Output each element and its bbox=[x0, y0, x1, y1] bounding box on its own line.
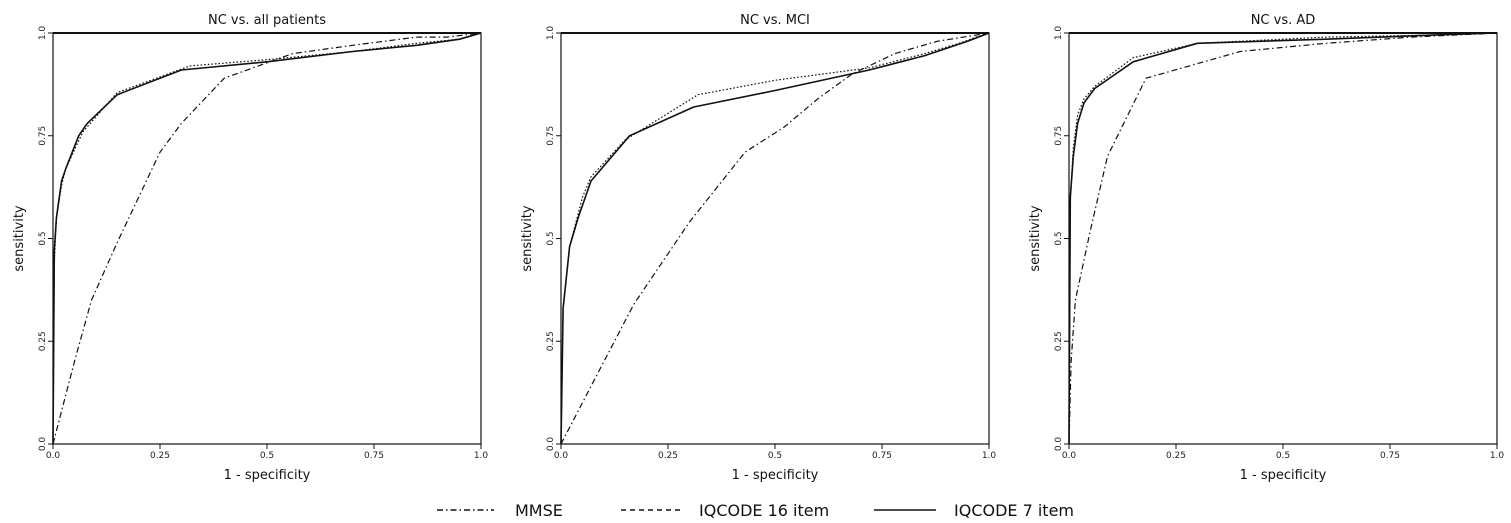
y-tick-label: 0.5 bbox=[1054, 231, 1064, 245]
series-line-mmse bbox=[52, 32, 482, 445]
x-axis-title: 1 - specificity bbox=[732, 468, 819, 483]
series-line-iqcode-16-item bbox=[1068, 32, 1498, 445]
y-tick-label: 0.25 bbox=[546, 331, 556, 351]
x-tick-label: 0.25 bbox=[150, 451, 170, 461]
plot-frame bbox=[560, 32, 990, 445]
panel-title: NC vs. MCI bbox=[740, 13, 810, 28]
x-tick-label: 0.5 bbox=[1276, 451, 1290, 461]
y-axis-title: sensitivity bbox=[12, 205, 27, 272]
y-tick-label: 0.5 bbox=[546, 231, 556, 245]
series-line-iqcode-7-item bbox=[1068, 32, 1498, 445]
plot-frame bbox=[1068, 32, 1498, 445]
y-tick-label: 0.0 bbox=[546, 437, 556, 452]
x-tick-label: 0.5 bbox=[768, 451, 782, 461]
x-tick-label: 0.75 bbox=[872, 451, 892, 461]
legend: MMSE IQCODE 16 item IQCODE 7 item bbox=[437, 501, 1074, 520]
roc-panel-1: NC vs. all patients 0.0 0.25 0.5 0.75 1.0 0.0 0… bbox=[12, 13, 488, 483]
y-tick-label: 0.5 bbox=[38, 231, 48, 245]
y-tick-label: 0.75 bbox=[1054, 126, 1064, 146]
y-tick-label: 0.75 bbox=[38, 126, 48, 146]
series-line-mmse bbox=[1068, 32, 1498, 445]
legend-label-iqcode-7-item: IQCODE 7 item bbox=[954, 501, 1074, 520]
x-axis-title: 1 - specificity bbox=[1240, 468, 1327, 483]
y-tick-label: 0.25 bbox=[1054, 331, 1064, 351]
series-line-mmse bbox=[560, 32, 990, 445]
roc-panel-2: NC vs. MCI 0.0 0.25 0.5 0.75 1.0 0.0 0.25 0.5 0.7… bbox=[520, 13, 996, 483]
y-tick-label: 1.0 bbox=[546, 26, 556, 41]
panel-title: NC vs. AD bbox=[1251, 13, 1316, 28]
x-tick-label: 0.0 bbox=[1062, 451, 1077, 461]
series-line-iqcode-16-item bbox=[52, 32, 482, 445]
x-tick-label: 0.0 bbox=[554, 451, 569, 461]
x-tick-label: 0.25 bbox=[658, 451, 678, 461]
y-tick-label: 0.0 bbox=[1054, 437, 1064, 452]
legend-label-iqcode-16-item: IQCODE 16 item bbox=[699, 501, 829, 520]
x-tick-label: 1.0 bbox=[1490, 451, 1505, 461]
x-tick-label: 0.75 bbox=[1380, 451, 1400, 461]
series-line-iqcode-7-item bbox=[560, 32, 990, 445]
legend-label-mmse: MMSE bbox=[515, 501, 563, 520]
x-tick-label: 0.0 bbox=[46, 451, 61, 461]
y-axis-title: sensitivity bbox=[1028, 205, 1043, 272]
y-tick-label: 0.25 bbox=[38, 331, 48, 351]
x-tick-label: 0.75 bbox=[364, 451, 384, 461]
series-line-iqcode-16-item bbox=[560, 32, 990, 445]
series-line-iqcode-7-item bbox=[52, 32, 482, 445]
y-axis-title: sensitivity bbox=[520, 205, 535, 272]
x-tick-label: 1.0 bbox=[474, 451, 489, 461]
x-axis-title: 1 - specificity bbox=[224, 468, 311, 483]
panel-title: NC vs. all patients bbox=[208, 13, 326, 28]
y-tick-label: 0.75 bbox=[546, 126, 556, 146]
x-tick-label: 1.0 bbox=[982, 451, 997, 461]
y-tick-label: 1.0 bbox=[1054, 26, 1064, 41]
y-tick-label: 1.0 bbox=[38, 26, 48, 41]
x-tick-label: 0.25 bbox=[1166, 451, 1186, 461]
y-tick-label: 0.0 bbox=[38, 437, 48, 452]
roc-panel-3: NC vs. AD 0.0 0.25 0.5 0.75 1.0 0.0 0.25 0.5 0.75… bbox=[1028, 13, 1504, 483]
x-tick-label: 0.5 bbox=[260, 451, 274, 461]
